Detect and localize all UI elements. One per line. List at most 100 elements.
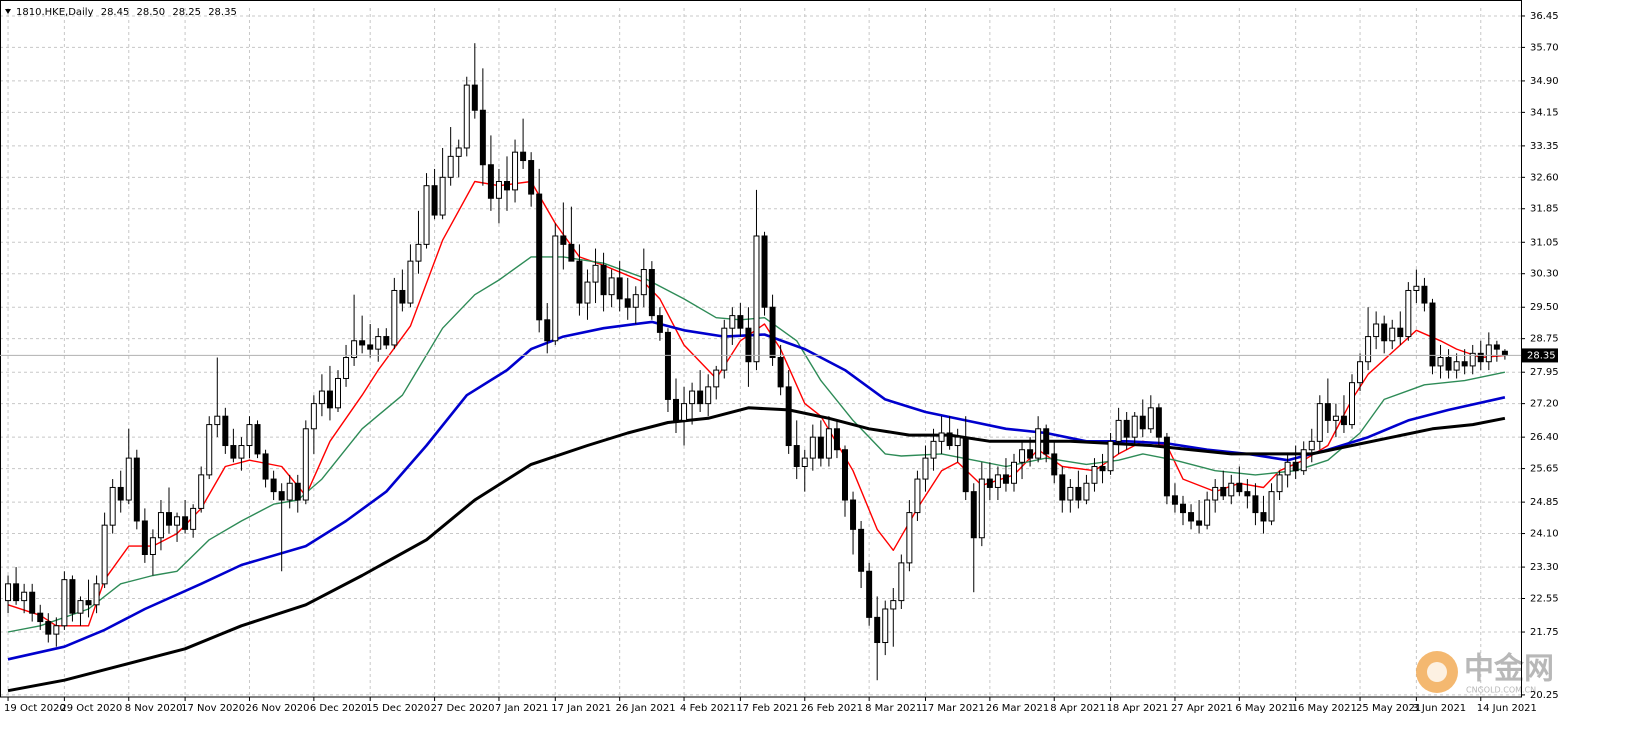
x-tick-label: 27 Apr 2021 <box>1171 703 1233 714</box>
candle-body <box>1107 440 1114 472</box>
candle-body <box>471 84 478 111</box>
candle-body <box>954 436 961 447</box>
x-tick-label: 29 Oct 2020 <box>60 703 122 714</box>
candle-body <box>713 369 720 388</box>
candle-body <box>512 151 519 191</box>
candle-body <box>1228 482 1235 497</box>
x-tick-label: 8 Apr 2021 <box>1050 703 1105 714</box>
candle-body <box>1204 499 1211 526</box>
candle-body <box>624 298 631 308</box>
chart-header: 1810.HKE,Daily 28.45 28.50 28.25 28.35 <box>16 7 237 18</box>
candle-body <box>882 608 889 644</box>
candle-body <box>962 436 969 493</box>
candle-body <box>1083 482 1090 501</box>
plot-frame <box>0 0 1522 698</box>
candle-body <box>1357 361 1364 384</box>
y-tick-label: 27.95 <box>1530 367 1559 378</box>
candle-body <box>278 491 285 501</box>
candle-body <box>785 386 792 447</box>
candle-body <box>648 269 655 317</box>
candle-body <box>729 315 736 329</box>
candle-layer <box>5 43 1508 681</box>
candle-body <box>214 415 221 426</box>
candle-body <box>777 357 784 388</box>
candle-body <box>1276 474 1283 493</box>
candle-body <box>906 512 913 564</box>
candle-body <box>1429 302 1436 367</box>
candle-body <box>528 160 535 195</box>
moving-average-line <box>7 256 1506 633</box>
x-tick-label: 26 Mar 2021 <box>986 703 1049 714</box>
candle-body <box>77 600 84 614</box>
candle-body <box>1091 465 1098 484</box>
candle-body <box>673 398 679 421</box>
candle-body <box>174 516 181 526</box>
candle-body <box>1365 336 1372 363</box>
candle-body <box>206 424 213 476</box>
y-tick-label: 24.10 <box>1530 529 1559 540</box>
candle-body <box>407 260 414 304</box>
candle-body <box>1115 419 1122 442</box>
candle-body <box>914 478 921 514</box>
candle-body <box>858 528 865 572</box>
candle-body <box>970 491 977 539</box>
menu-arrow[interactable] <box>5 9 11 14</box>
x-tick-label: 27 Dec 2020 <box>431 703 495 714</box>
candle-body <box>487 164 494 199</box>
candle-body <box>1485 344 1492 363</box>
candle-body <box>769 306 776 359</box>
candle-body <box>536 193 543 321</box>
candle-body <box>335 377 341 409</box>
candle-body <box>238 445 245 459</box>
candle-body <box>1212 486 1219 501</box>
candle-body <box>874 616 881 644</box>
y-tick-label: 35.70 <box>1530 42 1559 53</box>
candle-body <box>898 562 905 602</box>
x-tick-label: 6 Dec 2020 <box>310 703 368 714</box>
x-tick-label: 26 Jan 2021 <box>616 703 676 714</box>
candle-body <box>1244 491 1251 497</box>
candle-body <box>520 151 527 162</box>
candle-body <box>286 482 293 501</box>
y-tick-label: 23.30 <box>1530 562 1559 573</box>
candle-body <box>1147 407 1154 430</box>
x-tick-label: 19 Oct 2020 <box>4 703 66 714</box>
candle-body <box>375 336 382 350</box>
x-tick-label: 18 Apr 2021 <box>1107 703 1169 714</box>
candle-body <box>1324 403 1331 421</box>
candle-body <box>359 340 366 346</box>
candle-body <box>600 264 607 296</box>
candle-body <box>656 315 663 333</box>
candle-body <box>1292 461 1299 472</box>
candle-body <box>592 264 599 283</box>
candle-body <box>399 289 406 304</box>
candle-body <box>198 474 205 509</box>
candle-body <box>1123 419 1130 438</box>
candle-body <box>61 579 68 627</box>
candle-body <box>415 243 422 262</box>
y-tick-label: 20.25 <box>1530 690 1559 701</box>
candle-body <box>270 478 277 493</box>
candle-body <box>1340 415 1347 426</box>
candle-body <box>1139 415 1146 430</box>
candle-body <box>1171 495 1178 505</box>
candle-body <box>930 440 937 459</box>
y-tick-label: 34.90 <box>1530 76 1559 87</box>
y-tick-label: 25.65 <box>1530 464 1559 475</box>
candle-body <box>890 600 897 610</box>
candle-body <box>1002 474 1009 484</box>
candle-body <box>1252 495 1259 514</box>
candle-body <box>133 457 140 522</box>
x-tick-label: 14 Jun 2021 <box>1477 703 1537 714</box>
candle-body <box>697 390 704 405</box>
candle-body <box>222 415 229 447</box>
candle-body <box>1300 449 1307 472</box>
candle-body <box>817 436 824 459</box>
x-tick-label: 17 Nov 2020 <box>181 703 245 714</box>
candle-body <box>761 235 768 308</box>
candle-body <box>383 336 390 346</box>
candle-body <box>1188 512 1195 522</box>
candle-body <box>1099 465 1106 472</box>
x-tick-label: 7 Jan 2021 <box>495 703 549 714</box>
candle-body <box>326 390 333 409</box>
